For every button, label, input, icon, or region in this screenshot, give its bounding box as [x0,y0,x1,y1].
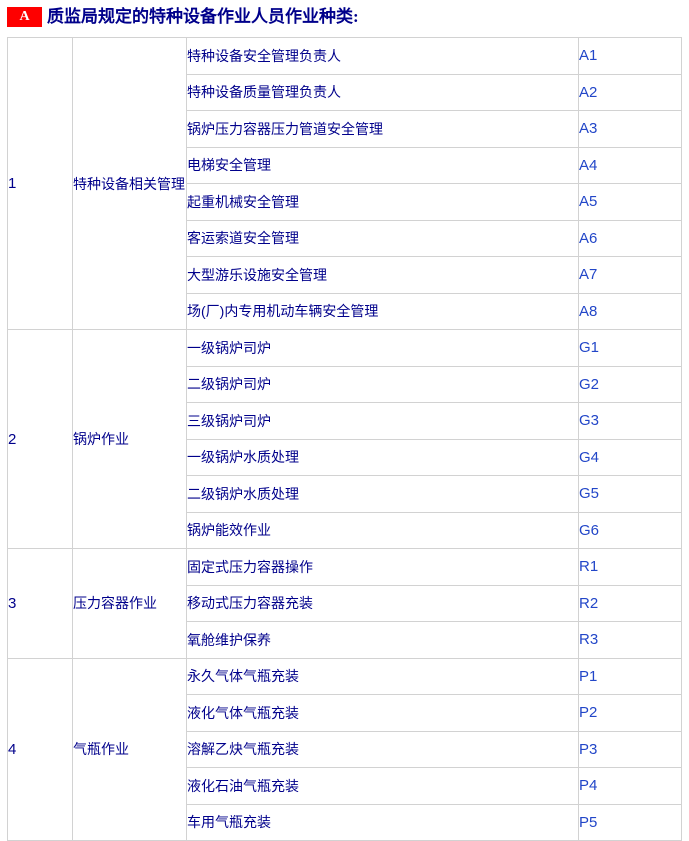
table-row: 氧舱维护保养 R3 [8,621,682,659]
item-code: A3 [578,110,682,148]
item-name: 电梯安全管理 [186,146,579,184]
table-row: 电梯安全管理 A4 [8,146,682,184]
item-name: 液化气体气瓶充装 [186,694,579,732]
item-code: A7 [578,256,682,294]
section-category: 特种设备相关管理 [72,37,187,330]
item-code: A6 [578,219,682,257]
table-row: 特种设备质量管理负责人 A2 [8,73,682,111]
item-name: 二级锅炉水质处理 [186,475,579,513]
item-code: A2 [578,73,682,111]
section-category: 压力容器作业 [72,548,187,659]
item-name: 移动式压力容器充装 [186,584,579,622]
item-name: 一级锅炉司炉 [186,329,579,367]
section-category: 锅炉作业 [72,329,187,549]
item-name: 场(厂)内专用机动车辆安全管理 [186,292,579,330]
item-name: 三级锅炉司炉 [186,402,579,440]
table-row: 锅炉压力容器压力管道安全管理 A3 [8,110,682,148]
section-category: 气瓶作业 [72,657,187,841]
item-code: R3 [578,621,682,659]
table-row: 二级锅炉水质处理 G5 [8,475,682,513]
item-code: G4 [578,438,682,476]
item-code: A5 [578,183,682,221]
section-letter-badge: A [7,7,42,27]
table-row: 锅炉能效作业 G6 [8,511,682,549]
table-row: 液化石油气瓶充装 P4 [8,767,682,805]
item-name: 一级锅炉水质处理 [186,438,579,476]
item-code: R2 [578,584,682,622]
item-name: 锅炉压力容器压力管道安全管理 [186,110,579,148]
item-name: 二级锅炉司炉 [186,365,579,403]
section-number: 1 [7,37,73,330]
item-code: P4 [578,767,682,805]
section-number: 4 [7,657,73,841]
section-number: 2 [7,329,73,549]
item-name: 特种设备安全管理负责人 [186,37,579,75]
page-title: 质监局规定的特种设备作业人员作业种类: [47,7,359,26]
item-code: P5 [578,803,682,841]
item-name: 液化石油气瓶充装 [186,767,579,805]
table-row: 客运索道安全管理 A6 [8,219,682,257]
item-name: 特种设备质量管理负责人 [186,73,579,111]
table-row: 三级锅炉司炉 G3 [8,402,682,440]
equipment-table-body: 1 特种设备相关管理 特种设备安全管理负责人 A1 特种设备质量管理负责人 A2 锅炉压力容… [7,37,682,841]
table-row: 大型游乐设施安全管理 A7 [8,256,682,294]
table-row: 移动式压力容器充装 R2 [8,584,682,622]
equipment-categories-table: 1 特种设备相关管理 特种设备安全管理负责人 A1 特种设备质量管理负责人 A2 锅炉压力容… [7,37,682,841]
item-code: G5 [578,475,682,513]
item-code: G6 [578,511,682,549]
item-code: R1 [578,548,682,586]
table-row: 3 压力容器作业 固定式压力容器操作 R1 [7,548,682,659]
item-code: A4 [578,146,682,184]
item-name: 溶解乙炔气瓶充装 [186,730,579,768]
item-code: P1 [578,657,682,695]
table-row: 起重机械安全管理 A5 [8,183,682,221]
table-row: 二级锅炉司炉 G2 [8,365,682,403]
item-name: 永久气体气瓶充装 [186,657,579,695]
table-row: 液化气体气瓶充装 P2 [8,694,682,732]
page-header: A 质监局规定的特种设备作业人员作业种类: [7,6,689,28]
item-name: 固定式压力容器操作 [186,548,579,586]
table-row: 车用气瓶充装 P5 [8,803,682,841]
item-name: 起重机械安全管理 [186,183,579,221]
item-name: 客运索道安全管理 [186,219,579,257]
item-code: A8 [578,292,682,330]
item-name: 车用气瓶充装 [186,803,579,841]
table-row: 4 气瓶作业 永久气体气瓶充装 P1 [7,657,682,841]
item-name: 氧舱维护保养 [186,621,579,659]
item-code: G1 [578,329,682,367]
table-row: 2 锅炉作业 一级锅炉司炉 G1 [7,329,682,549]
item-name: 大型游乐设施安全管理 [186,256,579,294]
section-number: 3 [7,548,73,659]
item-code: P2 [578,694,682,732]
item-name: 锅炉能效作业 [186,511,579,549]
item-code: G2 [578,365,682,403]
item-code: G3 [578,402,682,440]
item-code: A1 [578,37,682,75]
table-row: 场(厂)内专用机动车辆安全管理 A8 [8,292,682,330]
table-row: 1 特种设备相关管理 特种设备安全管理负责人 A1 [7,37,682,330]
table-row: 溶解乙炔气瓶充装 P3 [8,730,682,768]
item-code: P3 [578,730,682,768]
